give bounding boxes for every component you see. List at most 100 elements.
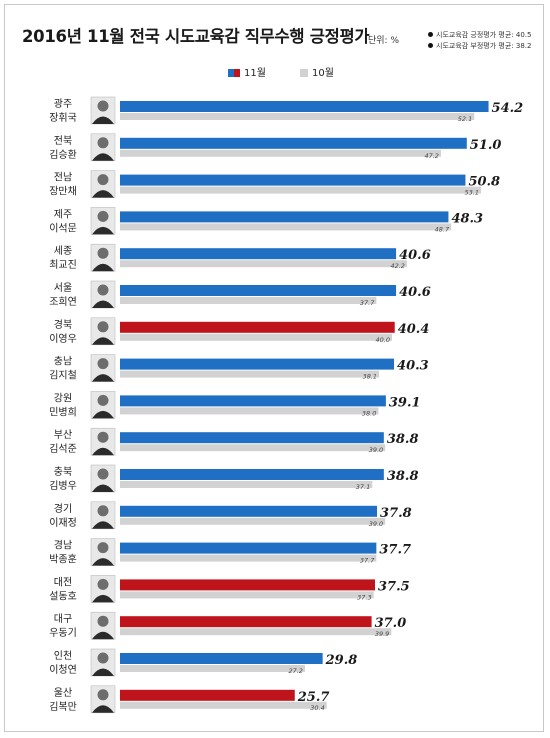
portrait-head-icon (97, 137, 109, 149)
official-name-label: 김지철 (49, 370, 77, 382)
value-label-nov: 40.6 (399, 248, 431, 263)
legend-swatch-gray (300, 69, 308, 77)
bar-nov (120, 285, 397, 296)
portrait-head-icon (97, 321, 109, 333)
positive-average-text: 시도교육감 긍정평가 평균: 40.5 (436, 31, 532, 39)
portrait-body-icon (92, 558, 114, 566)
positive-average-note: 시도교육감 긍정평가 평균: 40.5 (428, 30, 531, 40)
portrait-body-icon (92, 631, 114, 640)
region-label: 강원 (54, 392, 72, 404)
bar-oct (120, 149, 441, 157)
portrait-body-icon (92, 484, 114, 492)
region-label: 세종 (54, 245, 72, 257)
portrait-body-icon (92, 521, 114, 529)
value-label-nov: 40.4 (398, 322, 430, 337)
bar-oct (120, 554, 377, 562)
portrait-body-icon (92, 374, 114, 382)
value-label-oct: 37.1 (356, 483, 370, 491)
value-label-oct: 38.0 (362, 409, 376, 417)
value-label-nov: 39.1 (389, 395, 421, 410)
bar-oct (120, 333, 392, 341)
region-label: 부산 (54, 429, 72, 441)
value-label-oct: 27.2 (288, 667, 302, 675)
bar-nov (120, 505, 378, 517)
bar-nov (120, 174, 466, 186)
official-name-label: 장휘국 (49, 112, 77, 124)
portrait-body-icon (92, 190, 114, 198)
portrait-body-icon (92, 594, 114, 603)
bar-nov (120, 542, 377, 554)
official-name-label: 김석준 (49, 443, 77, 455)
value-label-oct: 47.2 (424, 152, 438, 160)
bar-nov (120, 579, 375, 591)
bar-oct (120, 223, 452, 231)
portrait-head-icon (97, 174, 109, 186)
value-label-oct: 37.3 (357, 593, 371, 601)
official-name-label: 이영우 (49, 333, 77, 345)
official-name-label: 최교진 (49, 259, 77, 271)
portrait-head-icon (97, 468, 109, 480)
region-label: 전남 (54, 172, 72, 184)
portrait-body-icon (92, 410, 114, 419)
value-label-oct: 37.7 (360, 557, 375, 565)
official-name-label: 박종훈 (49, 553, 77, 566)
legend-item-oct: 10월 (300, 64, 334, 79)
bar-nov (120, 653, 323, 664)
bar-oct (120, 407, 379, 415)
bar-nov (120, 689, 295, 701)
official-name-label: 이청연 (49, 664, 77, 676)
value-label-nov: 38.8 (387, 432, 419, 447)
bar-nov (120, 432, 384, 444)
bar-oct (120, 113, 475, 120)
value-label-oct: 42.2 (390, 262, 404, 270)
bar-oct (120, 444, 386, 452)
bar-nov (120, 395, 386, 407)
bar-oct (120, 297, 377, 304)
bar-nov (120, 616, 372, 628)
value-label-oct: 30.4 (310, 704, 324, 712)
official-name-label: 김승환 (49, 149, 77, 161)
chart-frame (4, 4, 544, 732)
region-label: 경북 (54, 318, 72, 331)
bar-oct (120, 481, 373, 488)
portrait-head-icon (97, 542, 109, 554)
value-label-oct: 39.0 (369, 446, 383, 454)
official-name-label: 우동기 (49, 627, 77, 639)
unit-label: 단위: % (368, 36, 400, 46)
value-label-oct: 40.0 (376, 336, 390, 344)
portrait-body-icon (92, 116, 114, 124)
bar-nov (120, 321, 395, 333)
portrait-head-icon (97, 578, 109, 590)
official-name-label: 김병우 (49, 480, 77, 492)
value-label-nov: 48.3 (451, 211, 483, 226)
value-label-nov: 25.7 (297, 690, 330, 705)
official-name-label: 장만채 (49, 186, 77, 198)
region-label: 서울 (54, 282, 72, 294)
bar-oct (120, 665, 305, 672)
portrait-body-icon (92, 153, 114, 161)
official-name-label: 설동호 (49, 590, 77, 602)
bar-oct (120, 260, 407, 268)
bar-nov (120, 358, 395, 370)
bullet-icon (428, 43, 433, 48)
negative-average-text: 시도교육감 부정평가 평균: 38.2 (436, 42, 532, 50)
region-label: 경기 (54, 502, 72, 515)
portrait-head-icon (97, 615, 109, 627)
legend-label-oct: 10월 (312, 68, 334, 79)
portrait-head-icon (97, 284, 109, 296)
value-label-oct: 52.1 (458, 115, 472, 123)
portrait-head-icon (97, 358, 109, 370)
portrait-body-icon (92, 447, 114, 456)
portrait-head-icon (97, 431, 109, 443)
official-name-label: 김복만 (49, 701, 77, 713)
portrait-body-icon (92, 668, 114, 676)
bar-oct (120, 701, 327, 709)
portrait-head-icon (97, 689, 109, 701)
value-label-nov: 29.8 (325, 653, 358, 668)
region-label: 충북 (54, 466, 72, 478)
portrait-body-icon (92, 705, 114, 713)
value-label-nov: 40.3 (397, 359, 429, 374)
region-label: 전북 (54, 135, 72, 147)
negative-average-note: 시도교육감 부정평가 평균: 38.2 (428, 41, 531, 51)
